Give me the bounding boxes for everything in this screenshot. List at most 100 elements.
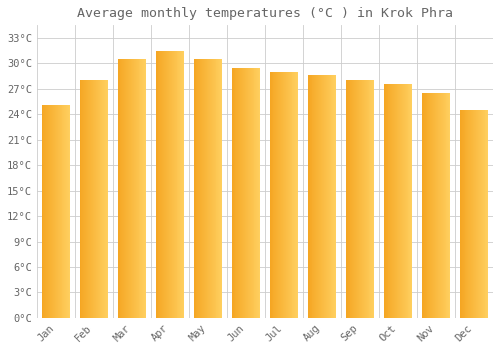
Bar <box>180 51 182 318</box>
Bar <box>211 59 212 318</box>
Bar <box>169 51 170 318</box>
Bar <box>479 110 480 318</box>
Bar <box>246 68 247 318</box>
Bar <box>166 51 167 318</box>
Bar <box>297 72 298 318</box>
Bar <box>91 79 92 318</box>
Bar <box>128 59 129 318</box>
Bar <box>238 68 240 318</box>
Bar <box>370 79 372 318</box>
Bar <box>368 79 370 318</box>
Bar <box>248 68 249 318</box>
Bar <box>430 93 432 318</box>
Bar <box>478 110 479 318</box>
Bar <box>84 79 86 318</box>
Bar <box>386 84 388 318</box>
Bar <box>330 75 332 318</box>
Bar <box>258 68 259 318</box>
Bar <box>435 93 436 318</box>
Bar <box>172 51 174 318</box>
Bar <box>437 93 438 318</box>
Bar <box>204 59 205 318</box>
Bar <box>325 75 326 318</box>
Bar <box>160 51 162 318</box>
Bar <box>440 93 441 318</box>
Bar <box>446 93 448 318</box>
Bar <box>241 68 242 318</box>
Bar <box>316 75 317 318</box>
Bar <box>171 51 172 318</box>
Bar <box>214 59 216 318</box>
Bar <box>98 79 100 318</box>
Bar <box>474 110 475 318</box>
Bar <box>240 68 241 318</box>
Bar <box>198 59 200 318</box>
Bar <box>68 105 69 318</box>
Bar <box>42 105 43 318</box>
Bar <box>120 59 122 318</box>
Bar <box>252 68 254 318</box>
Bar <box>356 79 357 318</box>
Bar <box>448 93 450 318</box>
Bar <box>138 59 140 318</box>
Bar <box>232 68 234 318</box>
Bar <box>66 105 67 318</box>
Bar <box>122 59 124 318</box>
Bar <box>410 84 412 318</box>
Bar <box>395 84 396 318</box>
Bar <box>46 105 48 318</box>
Bar <box>388 84 390 318</box>
Bar <box>55 105 56 318</box>
Bar <box>477 110 478 318</box>
Bar <box>348 79 350 318</box>
Bar <box>314 75 316 318</box>
Bar <box>441 93 442 318</box>
Bar <box>402 84 403 318</box>
Bar <box>475 110 476 318</box>
Bar <box>203 59 204 318</box>
Bar <box>133 59 134 318</box>
Bar <box>433 93 434 318</box>
Bar <box>127 59 128 318</box>
Bar <box>56 105 57 318</box>
Bar <box>220 59 221 318</box>
Bar <box>208 59 209 318</box>
Bar <box>352 79 354 318</box>
Bar <box>256 68 258 318</box>
Bar <box>476 110 477 318</box>
Bar <box>236 68 238 318</box>
Bar <box>87 79 88 318</box>
Bar <box>202 59 203 318</box>
Bar <box>212 59 214 318</box>
Bar <box>308 75 310 318</box>
Bar <box>424 93 426 318</box>
Bar <box>53 105 54 318</box>
Bar <box>317 75 318 318</box>
Bar <box>156 51 158 318</box>
Bar <box>346 79 348 318</box>
Bar <box>320 75 321 318</box>
Bar <box>80 79 82 318</box>
Bar <box>439 93 440 318</box>
Bar <box>182 51 183 318</box>
Title: Average monthly temperatures (°C ) in Krok Phra: Average monthly temperatures (°C ) in Kr… <box>77 7 453 20</box>
Bar <box>484 110 486 318</box>
Bar <box>283 72 284 318</box>
Bar <box>404 84 406 318</box>
Bar <box>276 72 278 318</box>
Bar <box>428 93 430 318</box>
Bar <box>131 59 132 318</box>
Bar <box>54 105 55 318</box>
Bar <box>165 51 166 318</box>
Bar <box>426 93 428 318</box>
Bar <box>216 59 218 318</box>
Bar <box>163 51 164 318</box>
Bar <box>107 79 108 318</box>
Bar <box>93 79 94 318</box>
Bar <box>332 75 334 318</box>
Bar <box>361 79 362 318</box>
Bar <box>278 72 279 318</box>
Bar <box>470 110 471 318</box>
Bar <box>392 84 394 318</box>
Bar <box>210 59 211 318</box>
